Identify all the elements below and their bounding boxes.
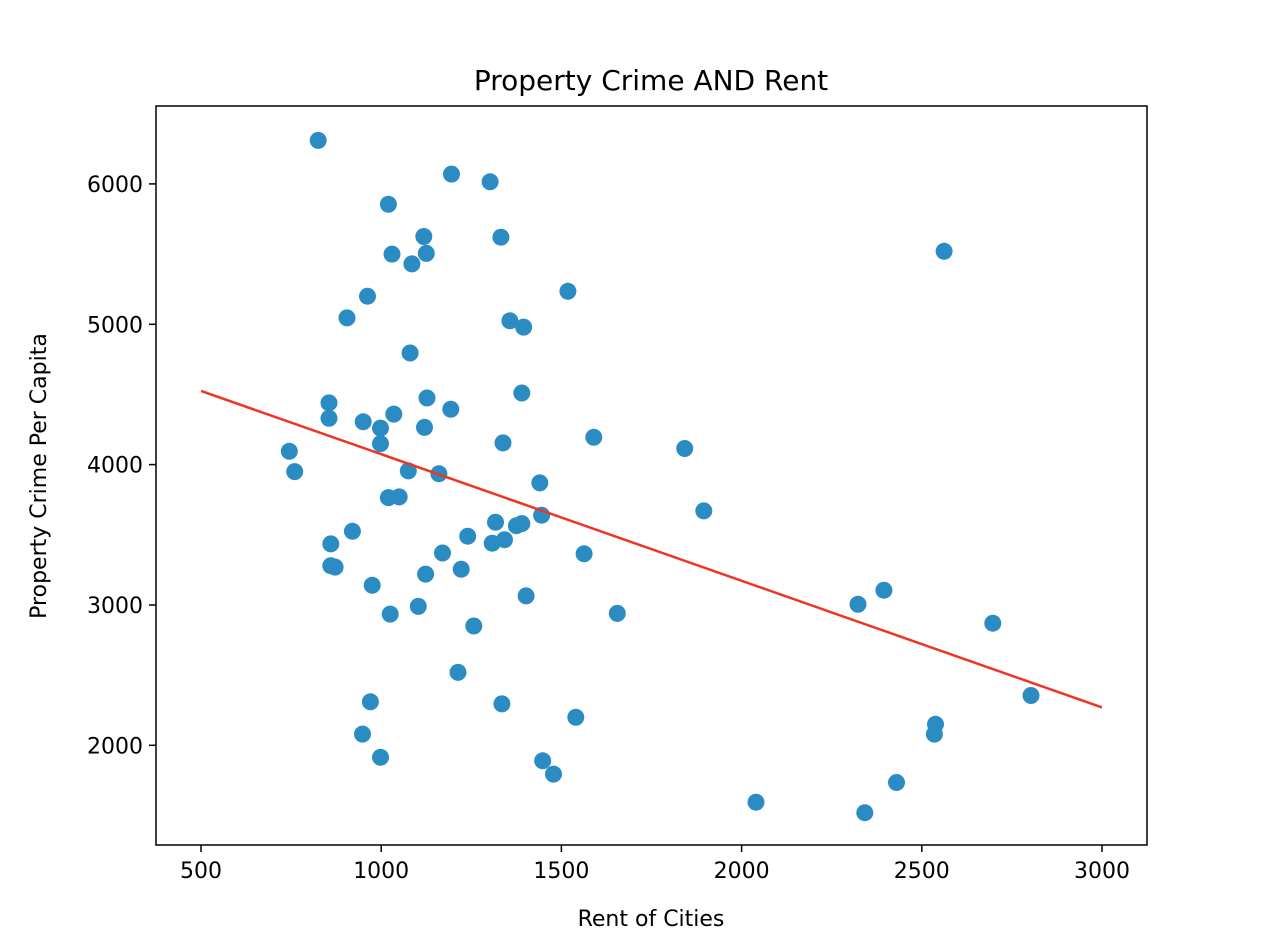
data-point — [517, 587, 535, 605]
data-point — [888, 774, 905, 791]
x-tick-label: 2000 — [714, 859, 770, 884]
data-point — [459, 527, 477, 545]
data-point — [354, 413, 372, 431]
data-point — [417, 565, 435, 583]
data-point — [531, 474, 549, 492]
data-point — [676, 440, 694, 457]
data-point — [309, 131, 327, 149]
data-point — [379, 195, 397, 213]
data-point — [415, 228, 433, 245]
data-point — [875, 581, 893, 599]
data-point — [449, 663, 467, 681]
data-point — [559, 282, 577, 300]
data-point — [320, 409, 338, 427]
data-point — [984, 614, 1002, 632]
x-tick-label: 3000 — [1074, 859, 1130, 884]
x-axis: 500 1000 1500 2000 2500 3000 — [180, 845, 1130, 884]
data-point — [465, 617, 483, 635]
data-point — [443, 165, 460, 183]
data-point — [403, 255, 421, 273]
data-point — [695, 502, 713, 520]
data-point — [390, 488, 408, 506]
data-point — [286, 463, 304, 481]
data-point — [363, 576, 381, 594]
data-point — [372, 419, 389, 437]
plot-frame — [155, 105, 1148, 846]
data-point — [418, 389, 436, 407]
data-point — [372, 435, 389, 453]
data-point — [545, 765, 562, 783]
x-tick-label: 1000 — [353, 859, 409, 884]
data-point — [492, 228, 510, 246]
data-point — [326, 558, 344, 576]
data-point — [608, 604, 626, 622]
y-tick-label: 4000 — [87, 454, 143, 479]
data-point — [1022, 687, 1040, 704]
y-tick-label: 3000 — [87, 594, 143, 619]
data-point — [383, 245, 401, 263]
x-tick-label: 1500 — [533, 859, 589, 884]
y-tick-label: 2000 — [87, 734, 143, 759]
data-point — [442, 400, 460, 418]
data-point — [416, 418, 433, 436]
data-point — [343, 522, 361, 540]
data-point — [567, 708, 585, 726]
data-point — [534, 752, 552, 770]
data-point — [513, 515, 531, 533]
data-point — [496, 531, 513, 549]
data-point — [481, 173, 499, 191]
data-point — [361, 693, 379, 711]
data-point — [501, 312, 519, 330]
data-point — [399, 462, 417, 480]
trend-line — [200, 389, 1103, 709]
data-point — [359, 287, 376, 305]
data-point — [322, 535, 340, 553]
chart-title: Property Crime AND Rent — [474, 64, 828, 97]
data-point — [320, 394, 338, 412]
data-point — [494, 434, 512, 452]
data-point — [515, 318, 533, 336]
data-point — [385, 405, 403, 423]
x-tick-label: 2500 — [894, 859, 950, 884]
data-point — [513, 384, 531, 402]
data-point — [747, 793, 765, 811]
data-point — [409, 597, 427, 615]
data-point — [354, 725, 371, 743]
data-point — [585, 428, 603, 446]
data-point — [434, 544, 451, 562]
x-tick-label: 500 — [180, 859, 222, 884]
data-point — [487, 513, 504, 531]
y-axis: 2000 3000 4000 5000 6000 — [87, 173, 156, 759]
y-tick-label: 6000 — [87, 173, 143, 198]
data-point — [401, 344, 419, 362]
data-point — [493, 695, 511, 713]
data-point — [925, 725, 943, 743]
data-point — [417, 244, 435, 262]
data-point — [849, 595, 867, 613]
data-point — [280, 442, 298, 460]
y-tick-label: 5000 — [87, 313, 143, 338]
x-axis-label: Rent of Cities — [578, 907, 725, 932]
data-point — [338, 309, 356, 327]
y-axis-label: Property Crime Per Capita — [27, 333, 52, 619]
data-point — [381, 605, 399, 623]
plot-layer — [200, 131, 1103, 822]
data-point — [372, 748, 389, 766]
data-point — [935, 242, 953, 260]
data-point — [452, 560, 470, 578]
data-point — [856, 804, 874, 822]
data-point — [575, 545, 593, 563]
